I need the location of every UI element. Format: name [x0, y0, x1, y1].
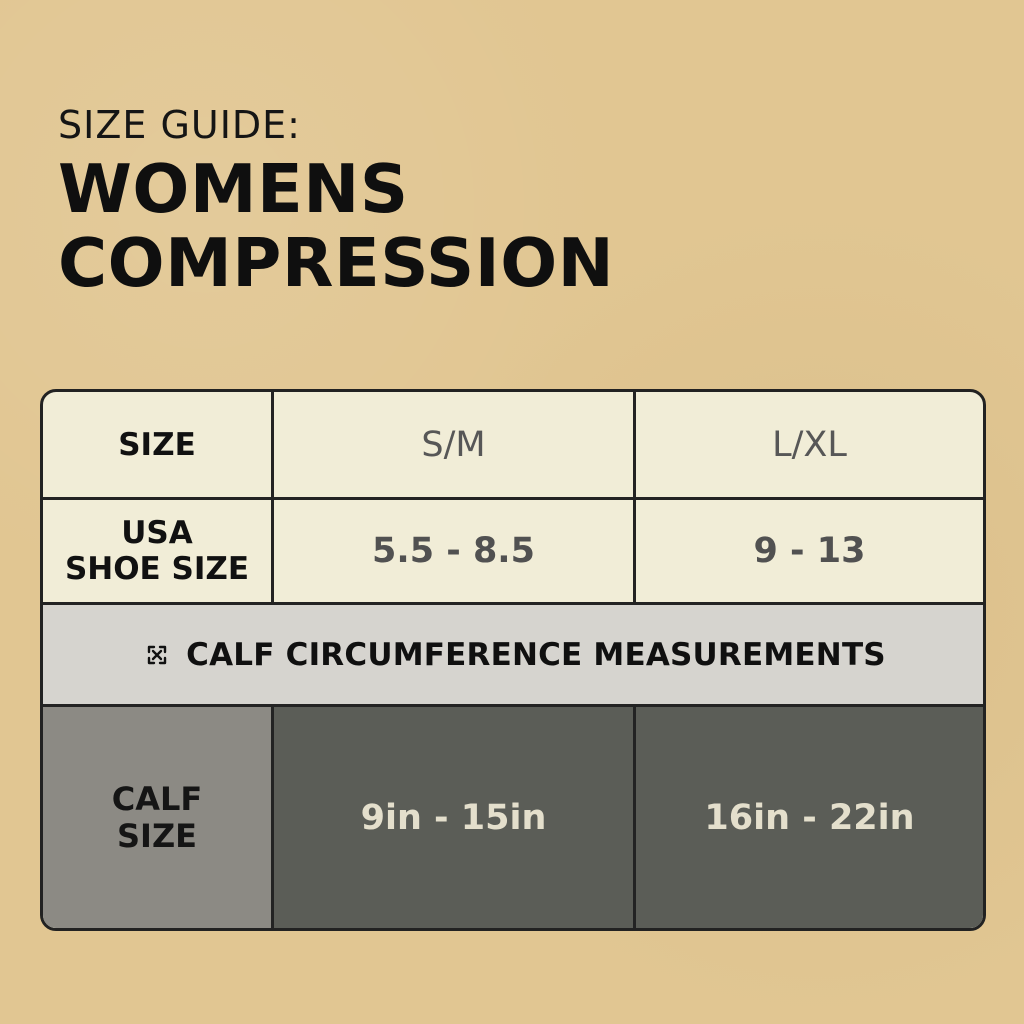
- shoe-size-sm-value: 5.5 - 8.5: [372, 531, 535, 571]
- measure-icon: [140, 638, 174, 672]
- calf-section-header: CALF CIRCUMFERENCE MEASUREMENTS: [43, 605, 983, 704]
- size-lxl-value: L/XL: [772, 424, 847, 465]
- calf-size-sm-cell: 9in - 15in: [274, 707, 636, 928]
- calf-size-lxl-value: 16in - 22in: [704, 797, 915, 838]
- size-sm-value: S/M: [421, 424, 486, 465]
- calf-section-band: CALF CIRCUMFERENCE MEASUREMENTS: [43, 605, 983, 707]
- size-lxl-cell: L/XL: [636, 392, 983, 497]
- calf-size-sm-value: 9in - 15in: [360, 797, 547, 838]
- size-label-cell: SIZE: [43, 392, 274, 497]
- shoe-size-lxl-cell: 9 - 13: [636, 500, 983, 602]
- calf-size-row: CALF SIZE 9in - 15in 16in - 22in: [43, 707, 983, 928]
- shoe-size-lxl-value: 9 - 13: [753, 531, 866, 571]
- shoe-size-row: USA SHOE SIZE 5.5 - 8.5 9 - 13: [43, 500, 983, 605]
- size-sm-cell: S/M: [274, 392, 636, 497]
- calf-size-label-cell: CALF SIZE: [43, 707, 274, 928]
- size-label: SIZE: [118, 426, 196, 463]
- title-line-2: COMPRESSION: [58, 224, 615, 302]
- size-chart-table: SIZE S/M L/XL USA SHOE SIZE 5.5 - 8.5 9 …: [40, 389, 986, 931]
- shoe-size-sm-cell: 5.5 - 8.5: [274, 500, 636, 602]
- kicker-text: SIZE GUIDE:: [58, 103, 301, 147]
- size-guide-heading: SIZE GUIDE: WOMENS COMPRESSION: [58, 100, 758, 300]
- calf-section-title: CALF CIRCUMFERENCE MEASUREMENTS: [186, 636, 886, 673]
- calf-size-lxl-cell: 16in - 22in: [636, 707, 983, 928]
- shoe-size-label-cell: USA SHOE SIZE: [43, 500, 274, 602]
- size-row: SIZE S/M L/XL: [43, 392, 983, 500]
- page-title: WOMENS COMPRESSION: [58, 152, 758, 300]
- shoe-size-label: USA SHOE SIZE: [64, 515, 250, 587]
- title-line-1: WOMENS: [58, 150, 409, 228]
- calf-size-label: CALF SIZE: [111, 779, 203, 855]
